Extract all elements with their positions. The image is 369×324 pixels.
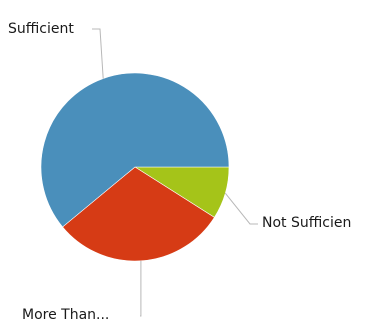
leader-lines	[92, 28, 258, 317]
slice-label-not-sufficient: Not Sufficien	[262, 215, 351, 231]
leader-line-1	[140, 260, 142, 317]
slice-label-sufficient: Sufficient	[8, 21, 74, 37]
pie-slices	[40, 72, 230, 262]
slice-label-more-than: More Than...	[22, 307, 109, 323]
pie-slice-sufficient[interactable]	[40, 72, 230, 228]
leader-line-2	[92, 28, 104, 79]
leader-line-0	[224, 192, 258, 225]
